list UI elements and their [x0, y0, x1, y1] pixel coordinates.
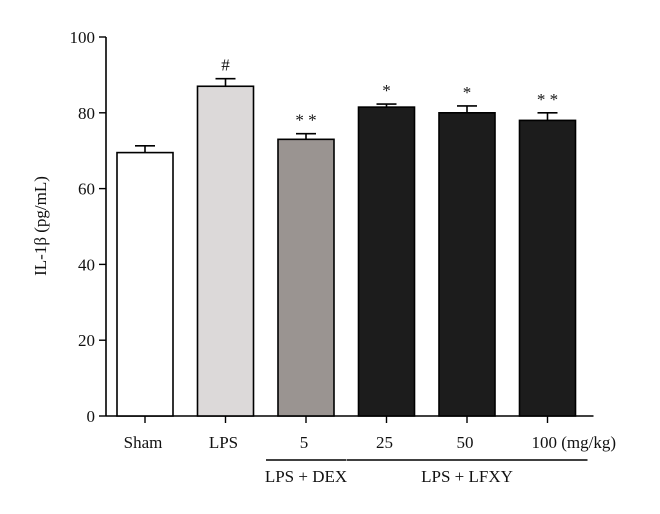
x-tick-label: 5	[300, 433, 309, 452]
bar-0	[116, 151, 174, 417]
y-tick-label: 60	[78, 180, 95, 199]
y-tick-label: 0	[87, 407, 96, 426]
significance-mark: #	[221, 56, 230, 75]
significance-mark: *	[463, 83, 472, 102]
bar-1	[196, 85, 255, 417]
significance-mark: *	[382, 81, 391, 100]
x-tick-label: Sham	[124, 433, 163, 452]
significance-mark: * *	[537, 90, 558, 109]
x-tick-label: LPS	[209, 433, 238, 452]
bar-3	[357, 106, 416, 417]
significance-mark: * *	[295, 111, 316, 130]
y-axis-label: IL-1β (pg/mL)	[31, 176, 50, 276]
bar-5	[518, 119, 577, 417]
bar-4	[438, 112, 496, 417]
x-tick-label: 100 (mg/kg)	[532, 433, 617, 452]
x-tick-label: 25	[376, 433, 393, 452]
x-tick-label: 50	[457, 433, 474, 452]
bar-2	[277, 138, 335, 417]
y-tick-label: 40	[78, 255, 95, 274]
group-label: LPS + DEX	[265, 467, 347, 486]
y-tick-label: 100	[70, 28, 96, 47]
y-tick-label: 20	[78, 331, 95, 350]
y-tick-label: 80	[78, 104, 95, 123]
group-label: LPS + LFXY	[421, 467, 513, 486]
